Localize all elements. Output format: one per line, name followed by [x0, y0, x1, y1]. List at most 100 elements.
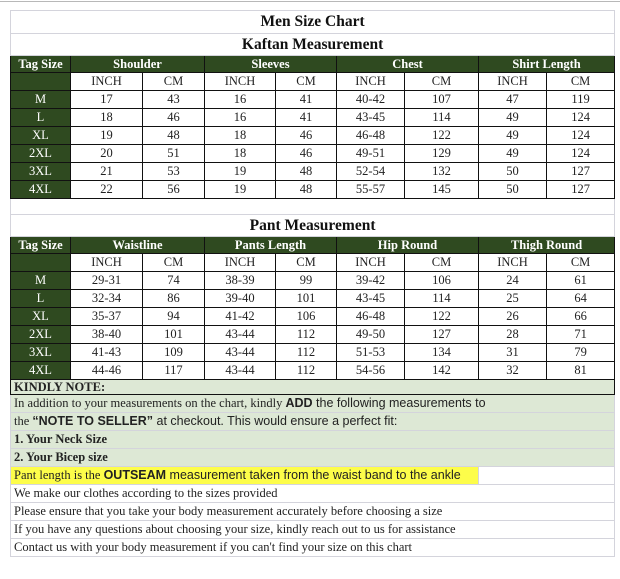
- measurement-cell: 79: [545, 343, 616, 362]
- tag-size-cell: 3XL: [10, 343, 71, 362]
- unit-header: CM: [545, 72, 616, 91]
- group-header: Thigh Round: [477, 236, 616, 254]
- measurement-cell: 129: [404, 144, 479, 163]
- measurement-cell: 43: [142, 90, 205, 109]
- measurement-cell: 54-56: [336, 361, 405, 380]
- unit-header: CM: [142, 72, 205, 91]
- tag-size-cell: L: [10, 108, 71, 127]
- kindly-note-heading: KINDLY NOTE:: [14, 379, 106, 394]
- table-row: 4XL 44-46 117 43-44 112 54-56 142 32 81: [10, 361, 616, 380]
- note-text: In addition to your measurements on the …: [14, 396, 286, 411]
- measurement-cell: 18: [204, 126, 276, 145]
- tag-size-cell: 3XL: [10, 162, 71, 181]
- measurement-cell: 48: [142, 126, 205, 145]
- measurement-cell: 48: [275, 162, 337, 181]
- group-header: Pants Length: [204, 236, 337, 254]
- measurement-cell: 19: [204, 180, 276, 199]
- note-bold: ADD: [285, 396, 313, 411]
- measurement-cell: 41-43: [70, 343, 143, 362]
- unit-header: INCH: [204, 72, 276, 91]
- measurement-cell: 52-54: [336, 162, 405, 181]
- measurement-cell: 127: [545, 162, 616, 181]
- measurement-cell: 43-45: [336, 289, 405, 308]
- measurement-cell: 112: [275, 325, 337, 344]
- measurement-cell: 32: [478, 361, 547, 380]
- measurement-cell: 124: [545, 108, 616, 127]
- unit-header: INCH: [70, 72, 143, 91]
- tag-size-cell: 4XL: [10, 180, 71, 199]
- measurement-cell: 81: [545, 361, 616, 380]
- measurement-cell: 18: [204, 144, 276, 163]
- measurement-cell: 50: [478, 180, 547, 199]
- table-row: XL 35-37 94 41-42 106 46-48 122 26 66: [10, 307, 616, 326]
- measurement-cell: 142: [404, 361, 479, 380]
- table-row: L 18 46 16 41 43-45 114 49 124: [10, 108, 616, 127]
- table-row: 2XL 20 51 18 46 49-51 129 49 124: [10, 144, 616, 163]
- measurement-cell: 19: [204, 162, 276, 181]
- table-row: L 32-34 86 39-40 101 43-45 114 25 64: [10, 289, 616, 308]
- measurement-cell: 94: [142, 307, 205, 326]
- measurement-cell: 44-46: [70, 361, 143, 380]
- measurement-cell: 132: [404, 162, 479, 181]
- measurement-cell: 106: [404, 271, 479, 290]
- chart-title: Men Size Chart: [9, 10, 616, 34]
- measurement-cell: 64: [545, 289, 616, 308]
- measurement-cell: 56: [142, 180, 205, 199]
- measurement-cell: 114: [404, 289, 479, 308]
- measurement-cell: 24: [478, 271, 547, 290]
- bicep-size-item: 2. Your Bicep size: [14, 450, 108, 465]
- measurement-cell: 71: [545, 325, 616, 344]
- tag-blank-cell: [10, 253, 71, 272]
- measurement-cell: 46-48: [336, 126, 405, 145]
- note-line: Contact us with your body measurement if…: [14, 540, 412, 555]
- measurement-cell: 43-44: [204, 343, 276, 362]
- note-text: at checkout. This would ensure a perfect…: [153, 414, 398, 429]
- unit-header: CM: [404, 253, 479, 272]
- measurement-cell: 49: [478, 126, 547, 145]
- group-header: Sleeves: [204, 55, 337, 73]
- measurement-cell: 43-44: [204, 325, 276, 344]
- measurement-cell: 99: [275, 271, 337, 290]
- measurement-cell: 26: [478, 307, 547, 326]
- table-row: XL 19 48 18 46 46-48 122 49 124: [10, 126, 616, 145]
- measurement-cell: 20: [70, 144, 143, 163]
- measurement-cell: 25: [478, 289, 547, 308]
- measurement-cell: 124: [545, 126, 616, 145]
- note-line: Please ensure that you take your body me…: [14, 504, 443, 519]
- tag-size-cell: M: [10, 90, 71, 109]
- measurement-cell: 86: [142, 289, 205, 308]
- measurement-cell: 43-45: [336, 108, 405, 127]
- tag-size-cell: 2XL: [10, 325, 71, 344]
- measurement-cell: 134: [404, 343, 479, 362]
- table-row: 3XL 41-43 109 43-44 112 51-53 134 31 79: [10, 343, 616, 362]
- measurement-cell: 18: [70, 108, 143, 127]
- tag-size-cell: 4XL: [10, 361, 71, 380]
- neck-size-item: 1. Your Neck Size: [14, 432, 108, 447]
- unit-header: CM: [142, 253, 205, 272]
- unit-header: INCH: [204, 253, 276, 272]
- measurement-cell: 122: [404, 126, 479, 145]
- table-row: M 29-31 74 38-39 99 39-42 106 24 61: [10, 271, 616, 290]
- measurement-cell: 66: [545, 307, 616, 326]
- table-row: 3XL 21 53 19 48 52-54 132 50 127: [10, 162, 616, 181]
- measurement-cell: 53: [142, 162, 205, 181]
- group-header: Chest: [336, 55, 479, 73]
- tag-size-header: Tag Size: [10, 236, 71, 254]
- unit-header: CM: [545, 253, 616, 272]
- tag-size-cell: M: [10, 271, 71, 290]
- measurement-cell: 51: [142, 144, 205, 163]
- measurement-cell: 49-51: [336, 144, 405, 163]
- measurement-cell: 101: [275, 289, 337, 308]
- group-header: Shirt Length: [477, 55, 616, 73]
- measurement-cell: 124: [545, 144, 616, 163]
- note-text: measurement taken from the waist band to…: [166, 468, 461, 483]
- measurement-cell: 19: [70, 126, 143, 145]
- note-line: We make our clothes according to the siz…: [14, 486, 278, 501]
- measurement-cell: 28: [478, 325, 547, 344]
- measurement-cell: 22: [70, 180, 143, 199]
- measurement-cell: 47: [478, 90, 547, 109]
- measurement-cell: 109: [142, 343, 205, 362]
- measurement-cell: 112: [275, 361, 337, 380]
- note-text: the following measurements to: [312, 396, 486, 411]
- measurement-cell: 107: [404, 90, 479, 109]
